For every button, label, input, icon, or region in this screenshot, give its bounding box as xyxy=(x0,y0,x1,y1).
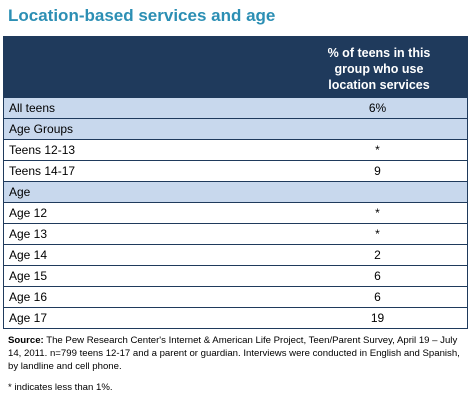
row-value: * xyxy=(375,143,380,157)
column-header: % of teens in this group who use locatio… xyxy=(327,46,431,92)
chart-title: Location-based services and age xyxy=(8,6,276,25)
row-value: 6 xyxy=(374,269,381,283)
row-label: Age 17 xyxy=(9,311,48,325)
row-value: * xyxy=(375,227,380,241)
row-label: Age 15 xyxy=(9,269,48,283)
row-label: Teens 14-17 xyxy=(9,164,76,178)
row-label: Age xyxy=(9,185,31,199)
row-label: Age Groups xyxy=(9,122,74,136)
row-label: Age 13 xyxy=(9,227,48,241)
table-body: All teens 6% Age Groups Teens 12-13 * Teens 1… xyxy=(4,97,467,328)
row-label: Age 14 xyxy=(9,248,48,262)
table-row: Age 16 6 xyxy=(4,286,467,307)
table-row: All teens 6% xyxy=(4,97,467,118)
row-value: * xyxy=(375,206,380,220)
table-header: % of teens in this group who use locatio… xyxy=(4,37,467,97)
table-row: Age xyxy=(4,181,467,202)
row-value: 6 xyxy=(374,290,381,304)
source-text: The Pew Research Center's Internet & Ame… xyxy=(8,335,460,372)
row-value: 19 xyxy=(370,311,385,325)
footnote: * indicates less than 1%. xyxy=(8,382,113,393)
table-row: Age 15 6 xyxy=(4,265,467,286)
source-note: Source: The Pew Research Center's Intern… xyxy=(8,334,463,373)
table-row: Age 17 19 xyxy=(4,307,467,328)
table-row: Teens 12-13 * xyxy=(4,139,467,160)
table-row: Age Groups xyxy=(4,118,467,139)
table-row: Age 14 2 xyxy=(4,244,467,265)
row-label: Teens 12-13 xyxy=(9,143,76,157)
row-value: 9 xyxy=(374,164,381,178)
table-row: Teens 14-17 9 xyxy=(4,160,467,181)
table-row: Age 12 * xyxy=(4,202,467,223)
table-row: Age 13 * xyxy=(4,223,467,244)
row-label: Age 12 xyxy=(9,206,48,220)
row-value: 6% xyxy=(368,101,387,115)
source-label: Source: xyxy=(8,335,44,346)
data-table: % of teens in this group who use locatio… xyxy=(3,36,468,329)
row-value: 2 xyxy=(374,248,381,262)
row-label: All teens xyxy=(9,101,56,115)
row-label: Age 16 xyxy=(9,290,48,304)
